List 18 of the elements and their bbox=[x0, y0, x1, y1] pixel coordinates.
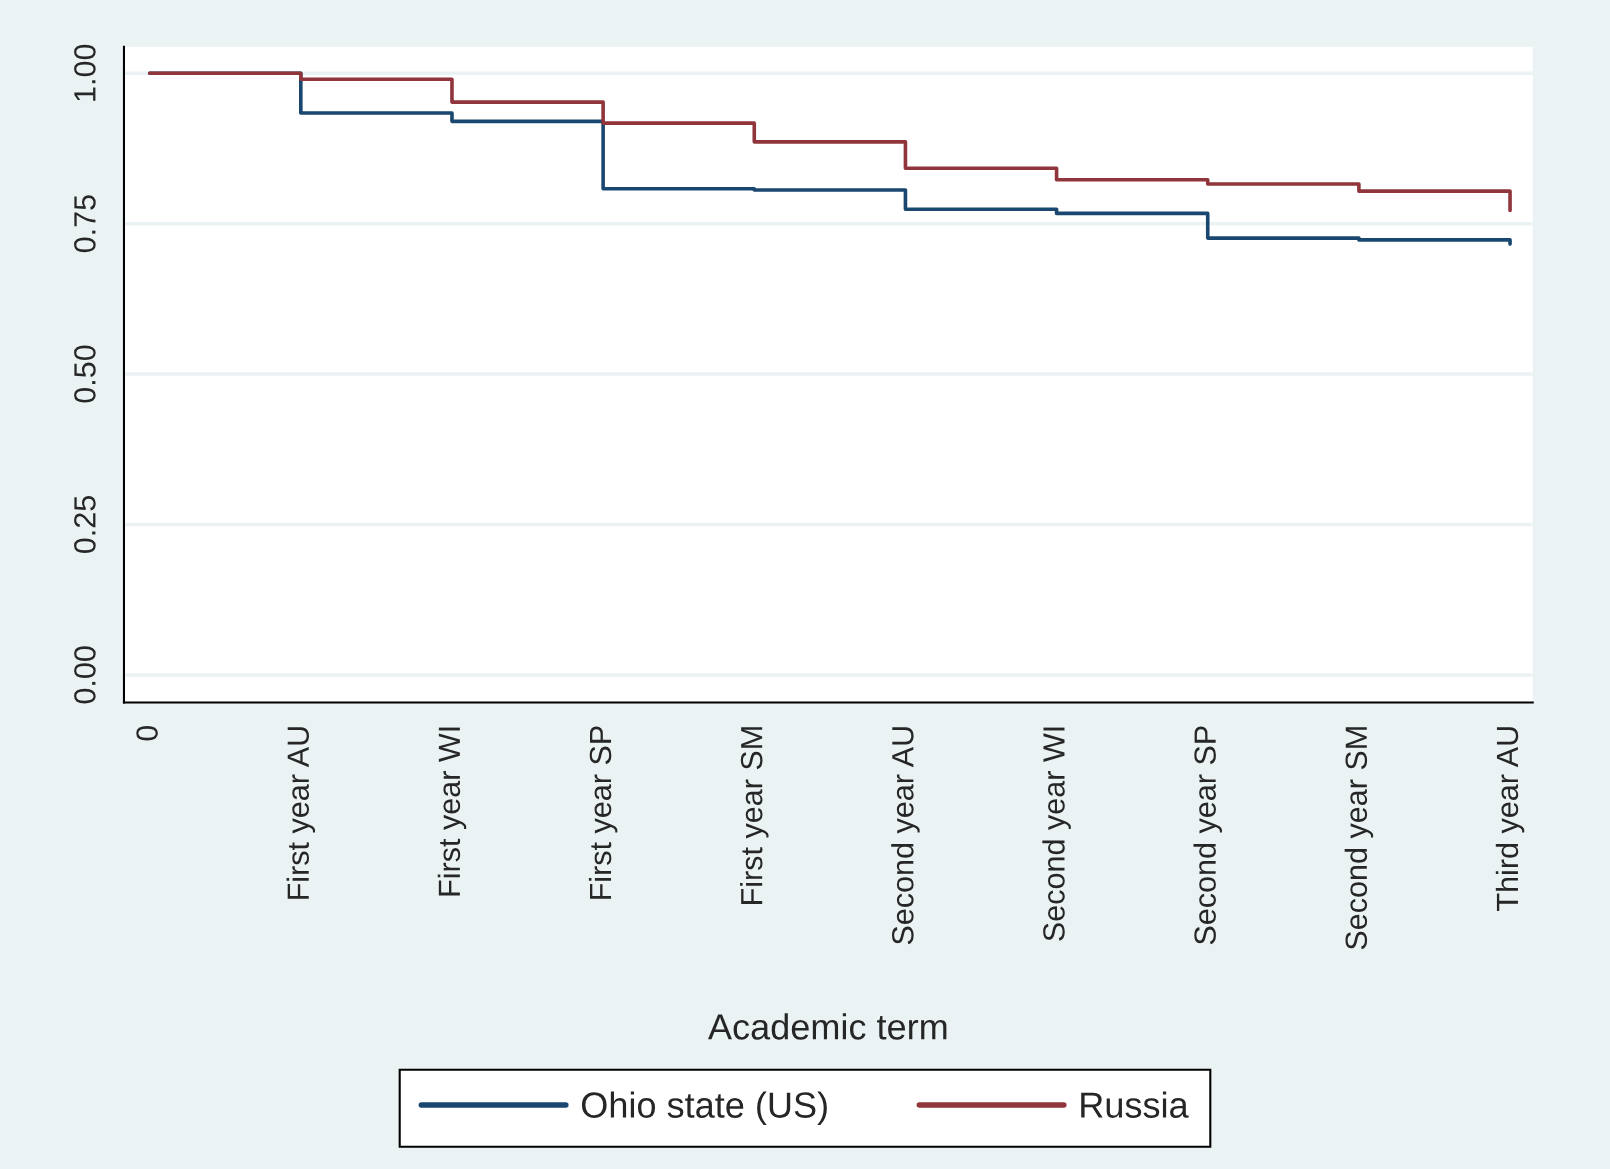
x-tick-label: Second year SP bbox=[1193, 726, 1222, 945]
y-tick-label: 0.50 bbox=[74, 345, 96, 403]
y-tick-label: 0.75 bbox=[74, 195, 96, 253]
y-tick-label: 1.00 bbox=[74, 44, 96, 101]
x-tick-label: Second year WI bbox=[1042, 727, 1071, 941]
x-tick-label: First year WI bbox=[437, 727, 467, 896]
x-tick-label: Second year SM bbox=[1344, 727, 1374, 950]
x-tick-label: 0 bbox=[136, 725, 158, 741]
x-tick-label: First year SM bbox=[740, 727, 769, 904]
x-tick-label: Second year AU bbox=[891, 727, 920, 945]
x-tick-label: Third year AU bbox=[1495, 727, 1525, 911]
legend-label: Ohio state (US) bbox=[581, 1091, 827, 1126]
x-tick-label: First year SP bbox=[588, 726, 618, 899]
x-tick-label: First year AU bbox=[286, 727, 316, 899]
y-tick-label: 0.25 bbox=[74, 496, 96, 554]
legend-label: Russia bbox=[1081, 1091, 1189, 1118]
y-tick-label: 0.00 bbox=[74, 646, 96, 704]
x-axis-title: Academic term bbox=[708, 1013, 947, 1040]
